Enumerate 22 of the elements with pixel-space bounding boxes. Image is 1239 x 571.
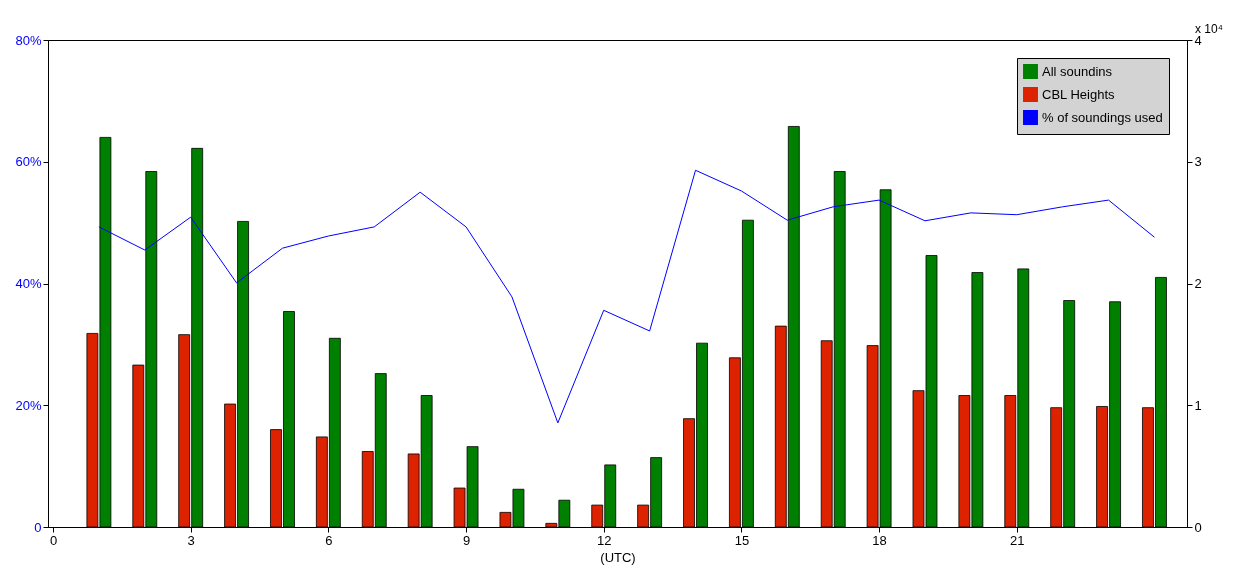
x-tick-label: 9 xyxy=(462,532,471,548)
y-tick-label: 60% xyxy=(15,154,42,170)
x-axis-title: (UTC) xyxy=(600,549,636,565)
y-tick-label: 80% xyxy=(15,32,42,48)
x-tick-label: 15 xyxy=(734,532,750,548)
y2-tick-label: 3 xyxy=(1194,154,1202,170)
x-tick-label: 12 xyxy=(597,532,612,548)
x-tick-label: 18 xyxy=(872,532,887,548)
y-tick-label: 20% xyxy=(15,397,42,413)
line-series xyxy=(98,169,1155,424)
y2-tick-label: 2 xyxy=(1194,276,1202,291)
legend-label: All soundins xyxy=(1042,63,1113,79)
legend-label: % of soundings used xyxy=(1042,109,1163,125)
y-tick-label: 0 xyxy=(34,519,42,535)
x-tick-label: 6 xyxy=(325,532,333,548)
x-tick-label: 3 xyxy=(187,532,195,548)
x-tick-label: 0 xyxy=(49,532,58,548)
y2-tick-label: 1 xyxy=(1194,397,1202,413)
y-tick-label: 40% xyxy=(15,276,42,291)
y2-tick-label: 0 xyxy=(1194,519,1202,535)
legend-label: CBL Heights xyxy=(1042,86,1115,102)
x-tick-label: 21 xyxy=(1010,532,1025,548)
